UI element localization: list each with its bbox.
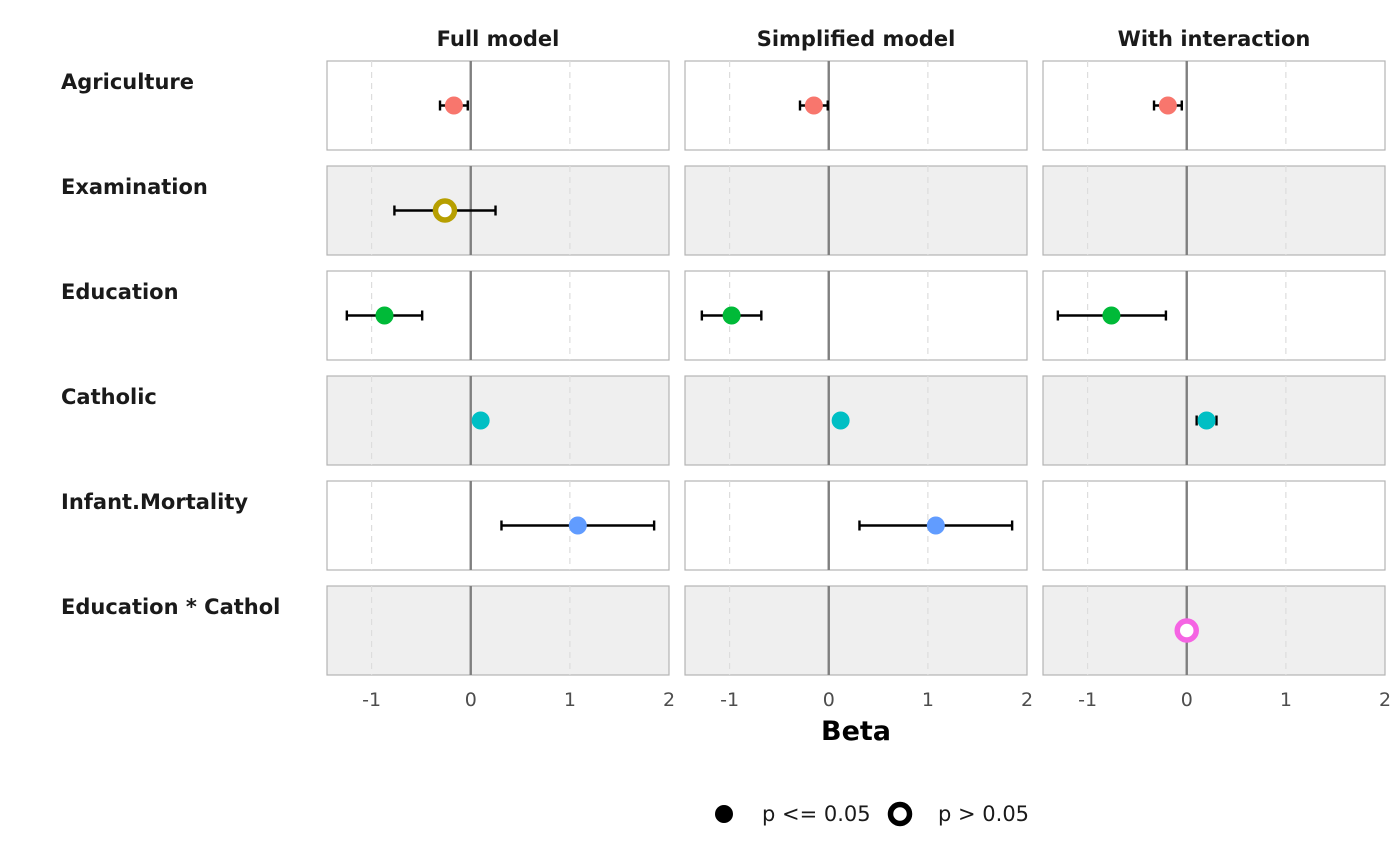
row-label-catholic: Catholic — [61, 385, 157, 409]
x-tick-label: -1 — [1078, 689, 1097, 711]
point-marker — [1158, 96, 1177, 115]
estimate-with-interaction-education-cathol — [1174, 618, 1199, 643]
filled-circle-icon — [715, 805, 733, 823]
point-marker — [471, 411, 490, 430]
estimate-full-model-catholic — [471, 411, 490, 430]
panel-full-model-education-cathol — [326, 585, 670, 676]
x-tick-label: 1 — [564, 689, 576, 711]
legend-label: p > 0.05 — [938, 802, 1029, 826]
panel-full-model-agriculture — [326, 60, 670, 151]
row-label-examination: Examination — [61, 175, 208, 199]
estimate-with-interaction-education — [1056, 306, 1168, 325]
x-tick-label: 0 — [465, 689, 477, 711]
x-tick-label: 1 — [922, 689, 934, 711]
panel-simplified-model-examination — [684, 165, 1028, 256]
point-marker — [1102, 306, 1121, 325]
point-marker — [568, 516, 587, 535]
x-tick-label: 2 — [663, 689, 675, 711]
point-marker — [926, 516, 945, 535]
point-marker — [375, 306, 394, 325]
point-marker-open — [432, 198, 458, 223]
point-marker — [831, 411, 850, 430]
row-label-education: Education — [61, 280, 179, 304]
facet-title-with-interaction: With interaction — [1118, 27, 1311, 51]
point-marker — [804, 96, 823, 115]
panel-with-interaction-education-cathol — [1042, 585, 1386, 676]
facet-title-full-model: Full model — [437, 27, 560, 51]
estimate-with-interaction-catholic — [1195, 411, 1218, 430]
panel-simplified-model-catholic — [684, 375, 1028, 466]
estimate-simplified-model-infant-mortality — [858, 516, 1014, 535]
estimate-full-model-education — [345, 306, 424, 325]
legend: p <= 0.05 p > 0.05 — [715, 801, 1029, 827]
panel-with-interaction-agriculture — [1042, 60, 1386, 151]
point-marker — [444, 96, 463, 115]
x-tick-label: -1 — [362, 689, 381, 711]
estimate-full-model-infant-mortality — [500, 516, 656, 535]
estimate-with-interaction-agriculture — [1152, 96, 1183, 115]
panel-with-interaction-examination — [1042, 165, 1386, 256]
row-label-education-cathol: Education * Cathol — [61, 595, 280, 619]
estimate-simplified-model-agriculture — [798, 96, 829, 115]
estimate-full-model-examination — [393, 198, 497, 223]
facet-title-simplified-model: Simplified model — [757, 27, 956, 51]
point-marker-open — [1174, 618, 1199, 643]
x-tick-label: 2 — [1021, 689, 1033, 711]
estimate-full-model-agriculture — [438, 96, 469, 115]
legend-item-significant: p <= 0.05 — [715, 802, 871, 826]
panel-full-model-catholic — [326, 375, 670, 466]
x-tick-label: -1 — [720, 689, 739, 711]
x-tick-label: 0 — [1181, 689, 1193, 711]
panel-with-interaction-infant-mortality — [1042, 480, 1386, 571]
x-tick-label: 0 — [823, 689, 835, 711]
x-tick-label: 1 — [1280, 689, 1292, 711]
point-marker — [1197, 411, 1216, 430]
point-marker — [722, 306, 741, 325]
legend-label: p <= 0.05 — [762, 802, 871, 826]
row-label-agriculture: Agriculture — [61, 70, 194, 94]
x-axis-title: Beta — [821, 716, 891, 747]
panel-full-model-examination — [326, 165, 670, 256]
panel-with-interaction-education — [1042, 270, 1386, 361]
x-tick-label: 2 — [1379, 689, 1391, 711]
row-label-infant-mortality: Infant.Mortality — [61, 490, 248, 514]
estimate-simplified-model-catholic — [831, 411, 850, 430]
estimate-simplified-model-education — [700, 306, 763, 325]
panel-simplified-model-education-cathol — [684, 585, 1028, 676]
open-circle-icon — [887, 801, 913, 827]
legend-item-not-significant: p > 0.05 — [887, 801, 1029, 827]
panel-simplified-model-agriculture — [684, 60, 1028, 151]
